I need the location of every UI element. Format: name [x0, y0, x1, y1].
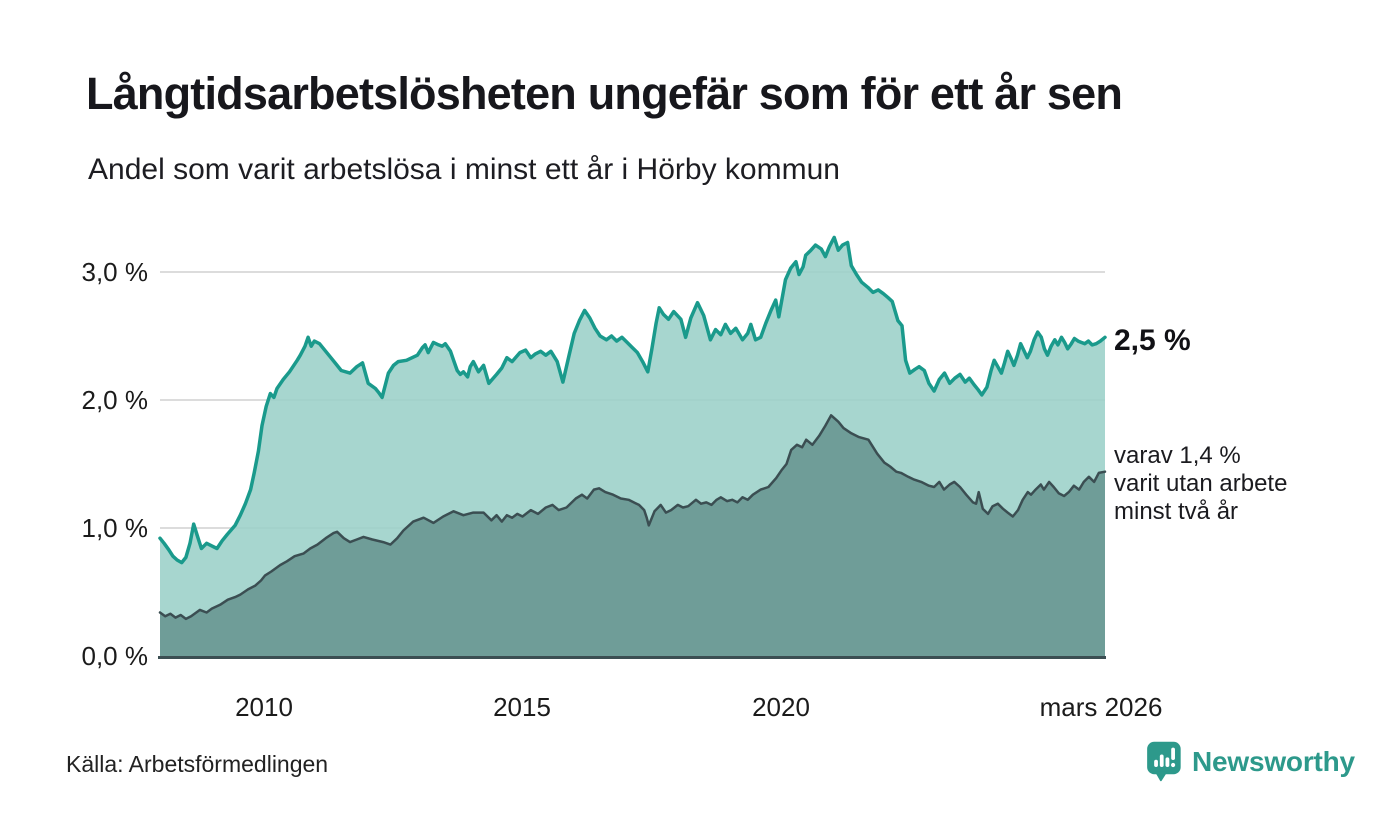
series-line-1	[158, 414, 1107, 621]
series-area-1	[160, 415, 1105, 656]
series-line-0	[158, 235, 1107, 565]
newsworthy-bubble-chart-icon	[1147, 741, 1181, 782]
source-note: Källa: Arbetsförmedlingen	[66, 751, 329, 777]
newsworthy-logo-text: Newsworthy	[1192, 745, 1355, 777]
newsworthy-logo[interactable]: Newsworthy	[1146, 740, 1355, 783]
chart-subtitle: Andel som varit arbetslösa i minst ett å…	[88, 153, 840, 186]
endpoint-label-two-years: varav 1,4 % varit utan arbete minst två …	[1114, 442, 1288, 525]
chart-title: Långtidsarbetslösheten ungefär som för e…	[86, 68, 1123, 119]
endpoint-label-total: 2,5 %	[1114, 324, 1191, 357]
